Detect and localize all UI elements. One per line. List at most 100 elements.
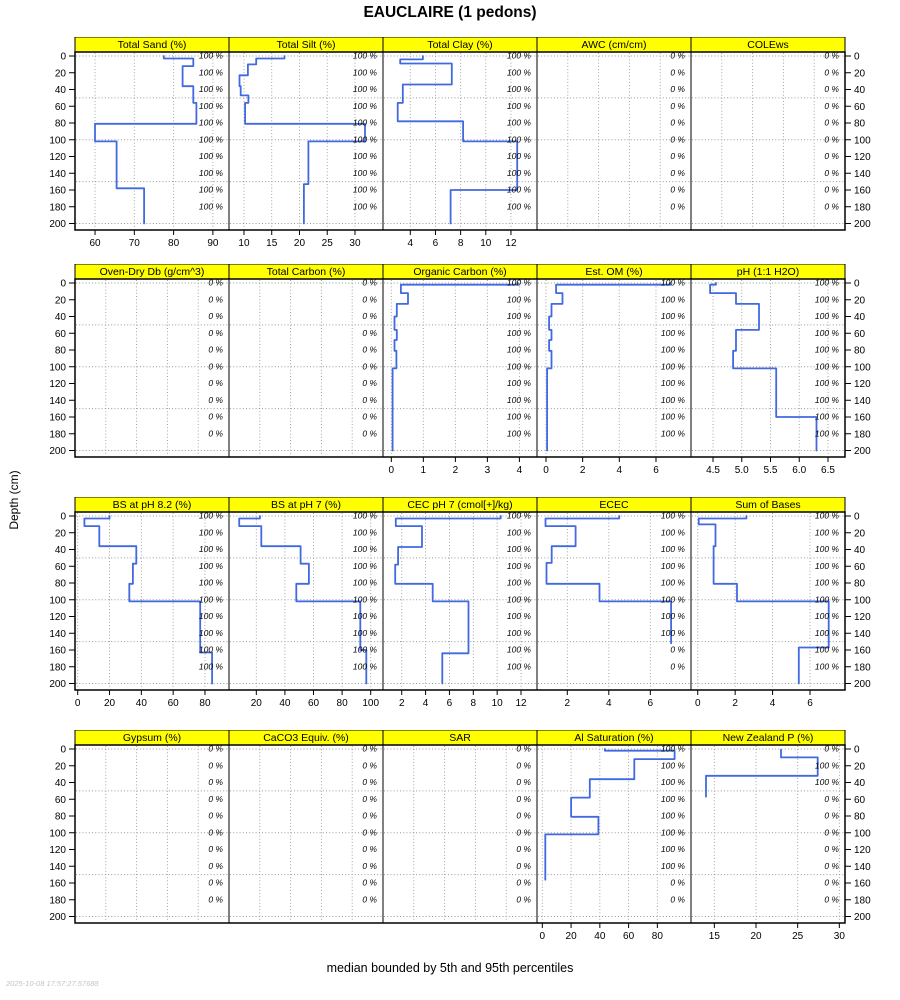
profile-line-total-clay: [396, 55, 519, 225]
depth-tick-label-left: 140: [49, 169, 66, 180]
contribution-label: 100 %: [507, 134, 532, 144]
contribution-label: 0 %: [670, 118, 685, 128]
contribution-label: 0 %: [208, 428, 223, 438]
contribution-label: 0 %: [362, 894, 377, 904]
strip-title: Total Silt (%): [277, 39, 336, 51]
contribution-label: 100 %: [661, 561, 686, 571]
contribution-label: 0 %: [516, 844, 531, 854]
strip-title: pH (1:1 H2O): [737, 266, 799, 278]
depth-tick-label-right: 20: [854, 295, 866, 306]
x-tick-label: 20: [104, 698, 116, 709]
x-tick-label: 40: [594, 931, 606, 942]
strip-title: AWC (cm/cm): [582, 39, 647, 51]
depth-tick-label-right: 180: [854, 202, 871, 213]
contribution-label: 100 %: [661, 744, 686, 754]
contribution-label: 100 %: [353, 544, 378, 554]
contribution-label: 100 %: [507, 511, 532, 521]
contribution-label: 100 %: [815, 294, 840, 304]
depth-tick-label-left: 180: [49, 662, 66, 673]
strip-title: Est. OM (%): [585, 266, 642, 278]
depth-tick-label-left: 20: [55, 528, 67, 539]
contribution-label: 100 %: [815, 345, 840, 355]
panel-gypsum: Gypsum (%) 0 % 0 % 0 % 0 % 0 % 0 % 0 % 0 % 0 % 0 %: [74, 730, 230, 924]
contribution-label: 100 %: [507, 561, 532, 571]
contribution-label: 0 %: [362, 278, 377, 288]
strip-title: BS at pH 7 (%): [271, 499, 341, 511]
contribution-label: 0 %: [824, 185, 839, 195]
contribution-label: 100 %: [661, 611, 686, 621]
contribution-label: 100 %: [661, 311, 686, 321]
contribution-label: 100 %: [815, 511, 840, 521]
contribution-label: 100 %: [815, 760, 840, 770]
contribution-label: 100 %: [199, 185, 224, 195]
contribution-label: 100 %: [507, 185, 532, 195]
contribution-label: 100 %: [353, 628, 378, 638]
panel-al-saturation: Al Saturation (%) 0 20 40 60 80 100 % 100 % 100 …: [536, 730, 692, 942]
profile-line-al-saturation: [544, 748, 676, 881]
x-tick-label: 100: [362, 698, 379, 709]
contribution-label: 0 %: [824, 894, 839, 904]
contribution-label: 100 %: [661, 378, 686, 388]
depth-tick-label-left: 200: [49, 912, 66, 923]
contribution-label: 100 %: [507, 84, 532, 94]
panel-awc-cm-cm: AWC (cm/cm) 0 % 0 % 0 % 0 % 0 % 0 % 0 % 0 % 0 % 0 …: [536, 37, 692, 231]
depth-tick-label-right: 140: [854, 862, 871, 873]
contribution-label: 100 %: [815, 278, 840, 288]
x-tick-label: 60: [168, 698, 180, 709]
contribution-label: 100 %: [661, 428, 686, 438]
profile-line-cec-ph-7-cmol-kg: [394, 515, 502, 685]
contribution-label: 0 %: [516, 878, 531, 888]
depth-tick-label-left: 80: [55, 579, 67, 590]
depth-tick-label-left: 140: [49, 629, 66, 640]
contribution-label: 100 %: [507, 428, 532, 438]
x-tick-label: 12: [505, 238, 517, 249]
contribution-label: 100 %: [353, 51, 378, 61]
contribution-label: 0 %: [208, 328, 223, 338]
contribution-label: 100 %: [507, 544, 532, 554]
x-tick-label: 0: [543, 465, 549, 476]
depth-tick-label-left: 160: [49, 646, 66, 657]
strip-title: ECEC: [599, 499, 629, 511]
plot-box: [228, 278, 384, 458]
profile-line-total-silt: [238, 55, 366, 225]
contribution-label: 100 %: [507, 594, 532, 604]
panel-organic-carbon: Organic Carbon (%) 0 1 2 3 4 100 % 100 % 100 % 10…: [382, 264, 538, 476]
contribution-label: 100 %: [353, 118, 378, 128]
contribution-label: 0 %: [516, 744, 531, 754]
contribution-label: 100 %: [661, 361, 686, 371]
contribution-label: 0 %: [208, 361, 223, 371]
x-tick-label: 2: [453, 465, 459, 476]
row-outer-border: [74, 744, 846, 924]
contribution-label: 100 %: [815, 328, 840, 338]
depth-tick-label-left: 80: [55, 346, 67, 357]
contribution-label: 0 %: [362, 361, 377, 371]
contribution-label: 100 %: [661, 794, 686, 804]
row-outer-border: [74, 51, 846, 231]
contribution-label: 100 %: [353, 561, 378, 571]
contribution-label: 100 %: [199, 67, 224, 77]
contribution-label: 0 %: [824, 861, 839, 871]
strip-title: COLEws: [747, 39, 788, 51]
plot-box: [74, 278, 230, 458]
contribution-label: 100 %: [815, 645, 840, 655]
contribution-label: 100 %: [507, 151, 532, 161]
contribution-label: 0 %: [362, 794, 377, 804]
panel-bs-at-ph-7: BS at pH 7 (%) 20 40 60 80 100 100 % 100 % 100 %…: [228, 497, 384, 709]
x-tick-label: 2: [399, 698, 405, 709]
contribution-label: 100 %: [353, 151, 378, 161]
figure-title: EAUCLAIRE (1 pedons): [363, 4, 537, 21]
profile-line-bs-at-ph-8-2: [83, 515, 214, 685]
x-tick-label: 25: [792, 931, 804, 942]
contribution-label: 100 %: [199, 527, 224, 537]
depth-tick-label-right: 100: [854, 828, 871, 839]
contribution-label: 100 %: [507, 278, 532, 288]
depth-tick-label-right: 60: [854, 102, 866, 113]
panel-sum-of-bases: Sum of Bases 0 2 4 6 100 % 100 % 100 % 100 % 100 …: [690, 497, 846, 709]
depth-tick-label-right: 180: [854, 662, 871, 673]
x-tick-label: 90: [207, 238, 219, 249]
contribution-label: 0 %: [208, 794, 223, 804]
contribution-label: 100 %: [661, 294, 686, 304]
strip-title: Oven-Dry Db (g/cm^3): [100, 266, 205, 278]
